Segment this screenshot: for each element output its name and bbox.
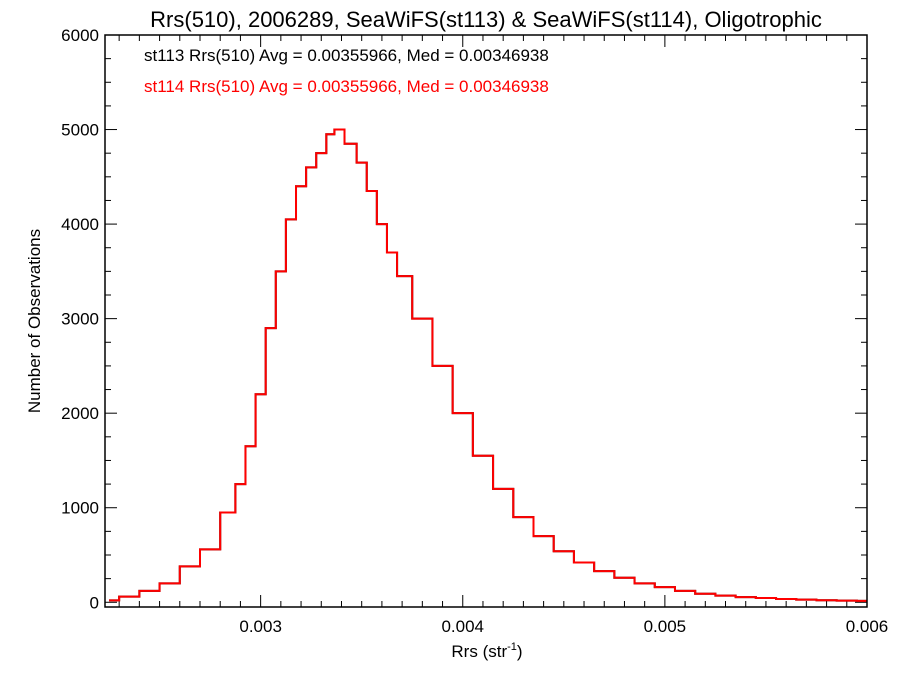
x-axis-label: Rrs (str-1) — [451, 641, 522, 661]
axis-tick-labels: 0.003 0.004 0.005 0.006 0 1000 2000 3000 4000 500… — [61, 26, 888, 636]
y-tick-label: 6000 — [61, 26, 99, 45]
x-axis-label-main: Rrs (str — [451, 642, 507, 661]
annotation-st113: st113 Rrs(510) Avg = 0.00355966, Med = 0… — [144, 46, 549, 65]
x-tick-label: 0.006 — [846, 617, 889, 636]
series-lines — [109, 128, 867, 602]
y-tick-label: 4000 — [61, 215, 99, 234]
y-axis-label: Number of Observations — [25, 229, 44, 413]
y-tick-label: 3000 — [61, 310, 99, 329]
x-tick-label: 0.005 — [644, 617, 687, 636]
x-tick-label: 0.003 — [239, 617, 282, 636]
x-axis-label-close: ) — [517, 642, 523, 661]
chart-title: Rrs(510), 2006289, SeaWiFS(st113) & SeaW… — [150, 7, 822, 32]
plot-frame — [104, 34, 868, 608]
y-tick-label: 1000 — [61, 499, 99, 518]
series-st114-line — [109, 128, 867, 602]
y-tick-label: 2000 — [61, 404, 99, 423]
y-tick-label: 5000 — [61, 121, 99, 140]
series-st113-line — [109, 128, 867, 602]
annotation-st114: st114 Rrs(510) Avg = 0.00355966, Med = 0… — [144, 77, 549, 96]
y-tick-label: 0 — [90, 593, 99, 612]
x-tick-label: 0.004 — [441, 617, 484, 636]
x-axis-label-superscript: -1 — [507, 641, 517, 653]
